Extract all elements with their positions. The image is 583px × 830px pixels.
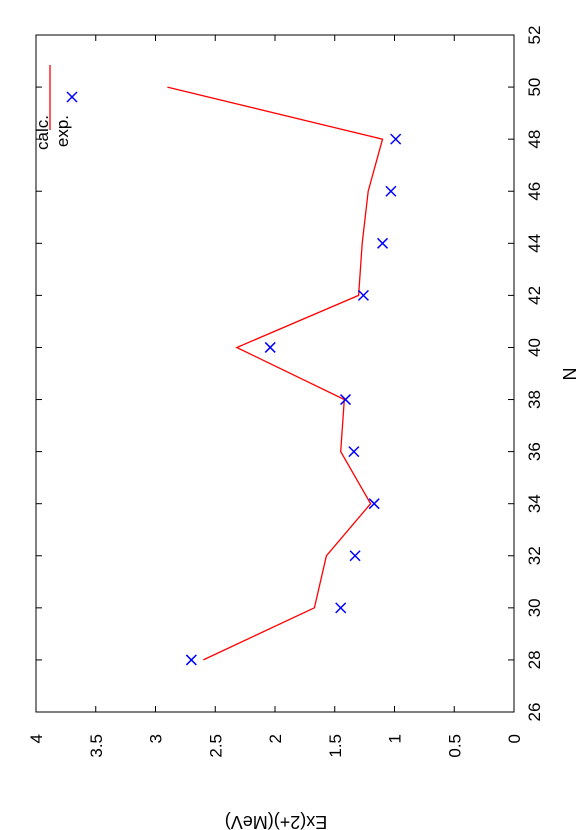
x-tick-label: 34 — [525, 494, 544, 513]
data-point-exp — [348, 446, 360, 458]
data-point-stroke — [349, 550, 361, 562]
y-tick-label: 0.5 — [445, 734, 464, 758]
x-tick-label: 46 — [525, 182, 544, 201]
y-tick-label: 3.5 — [87, 734, 106, 758]
data-point-exp — [390, 133, 402, 145]
data-point-exp — [357, 289, 369, 301]
x-tick-label: 50 — [525, 78, 544, 97]
legend-marker-stroke — [66, 91, 78, 103]
x-tick-label: 28 — [525, 650, 544, 669]
data-point-stroke — [185, 654, 197, 666]
data-point-stroke — [335, 602, 347, 614]
data-point-stroke — [377, 237, 389, 249]
data-point-exp — [385, 185, 397, 197]
data-point-exp — [377, 237, 389, 249]
data-point-stroke — [385, 185, 397, 197]
data-point-exp — [349, 550, 361, 562]
y-tick-label: 3 — [147, 734, 166, 743]
x-tick-label: 42 — [525, 286, 544, 305]
series-layer — [167, 86, 402, 666]
x-axis-label: N — [560, 368, 580, 381]
data-point-exp — [264, 341, 276, 353]
data-point-stroke — [357, 289, 369, 301]
y-tick-label: 0 — [505, 734, 524, 743]
data-point-stroke — [264, 341, 276, 353]
y-axis-label: Ex(2+)(MeV) — [225, 812, 328, 830]
y-tick-label: 4 — [27, 734, 46, 743]
legend-label: calc. — [33, 115, 52, 150]
ticks — [35, 34, 515, 713]
data-point-stroke — [368, 498, 380, 510]
data-point-exp — [335, 602, 347, 614]
data-point-exp — [368, 498, 380, 510]
x-tick-label: 32 — [525, 546, 544, 565]
x-tick-label: 52 — [525, 26, 544, 45]
x-tick-label: 44 — [525, 234, 544, 253]
series-line-calc — [167, 86, 384, 661]
data-point-exp — [185, 654, 197, 666]
legend: calc. exp. — [33, 65, 78, 150]
y-tick-label: 1 — [386, 734, 405, 743]
data-point-stroke — [348, 446, 360, 458]
x-tick-label: 48 — [525, 130, 544, 149]
x-tick-label: 26 — [525, 703, 544, 722]
legend-label: exp. — [53, 115, 72, 147]
x-tick-label: 36 — [525, 442, 544, 461]
x-tick-label: 38 — [525, 390, 544, 409]
y-tick-label: 2.5 — [206, 734, 225, 758]
data-point-stroke — [339, 394, 352, 406]
x-tick-label: 30 — [525, 598, 544, 617]
y-tick-label: 1.5 — [326, 734, 345, 758]
data-point-exp — [339, 394, 352, 406]
legend-marker-exp — [66, 91, 78, 103]
plot-frame — [35, 34, 515, 713]
y-tick-label: 2 — [266, 734, 285, 743]
data-point-stroke — [390, 133, 402, 145]
tick-labels: 262830323436384042444648505200.511.522.5… — [27, 26, 544, 758]
x-tick-label: 40 — [525, 338, 544, 357]
